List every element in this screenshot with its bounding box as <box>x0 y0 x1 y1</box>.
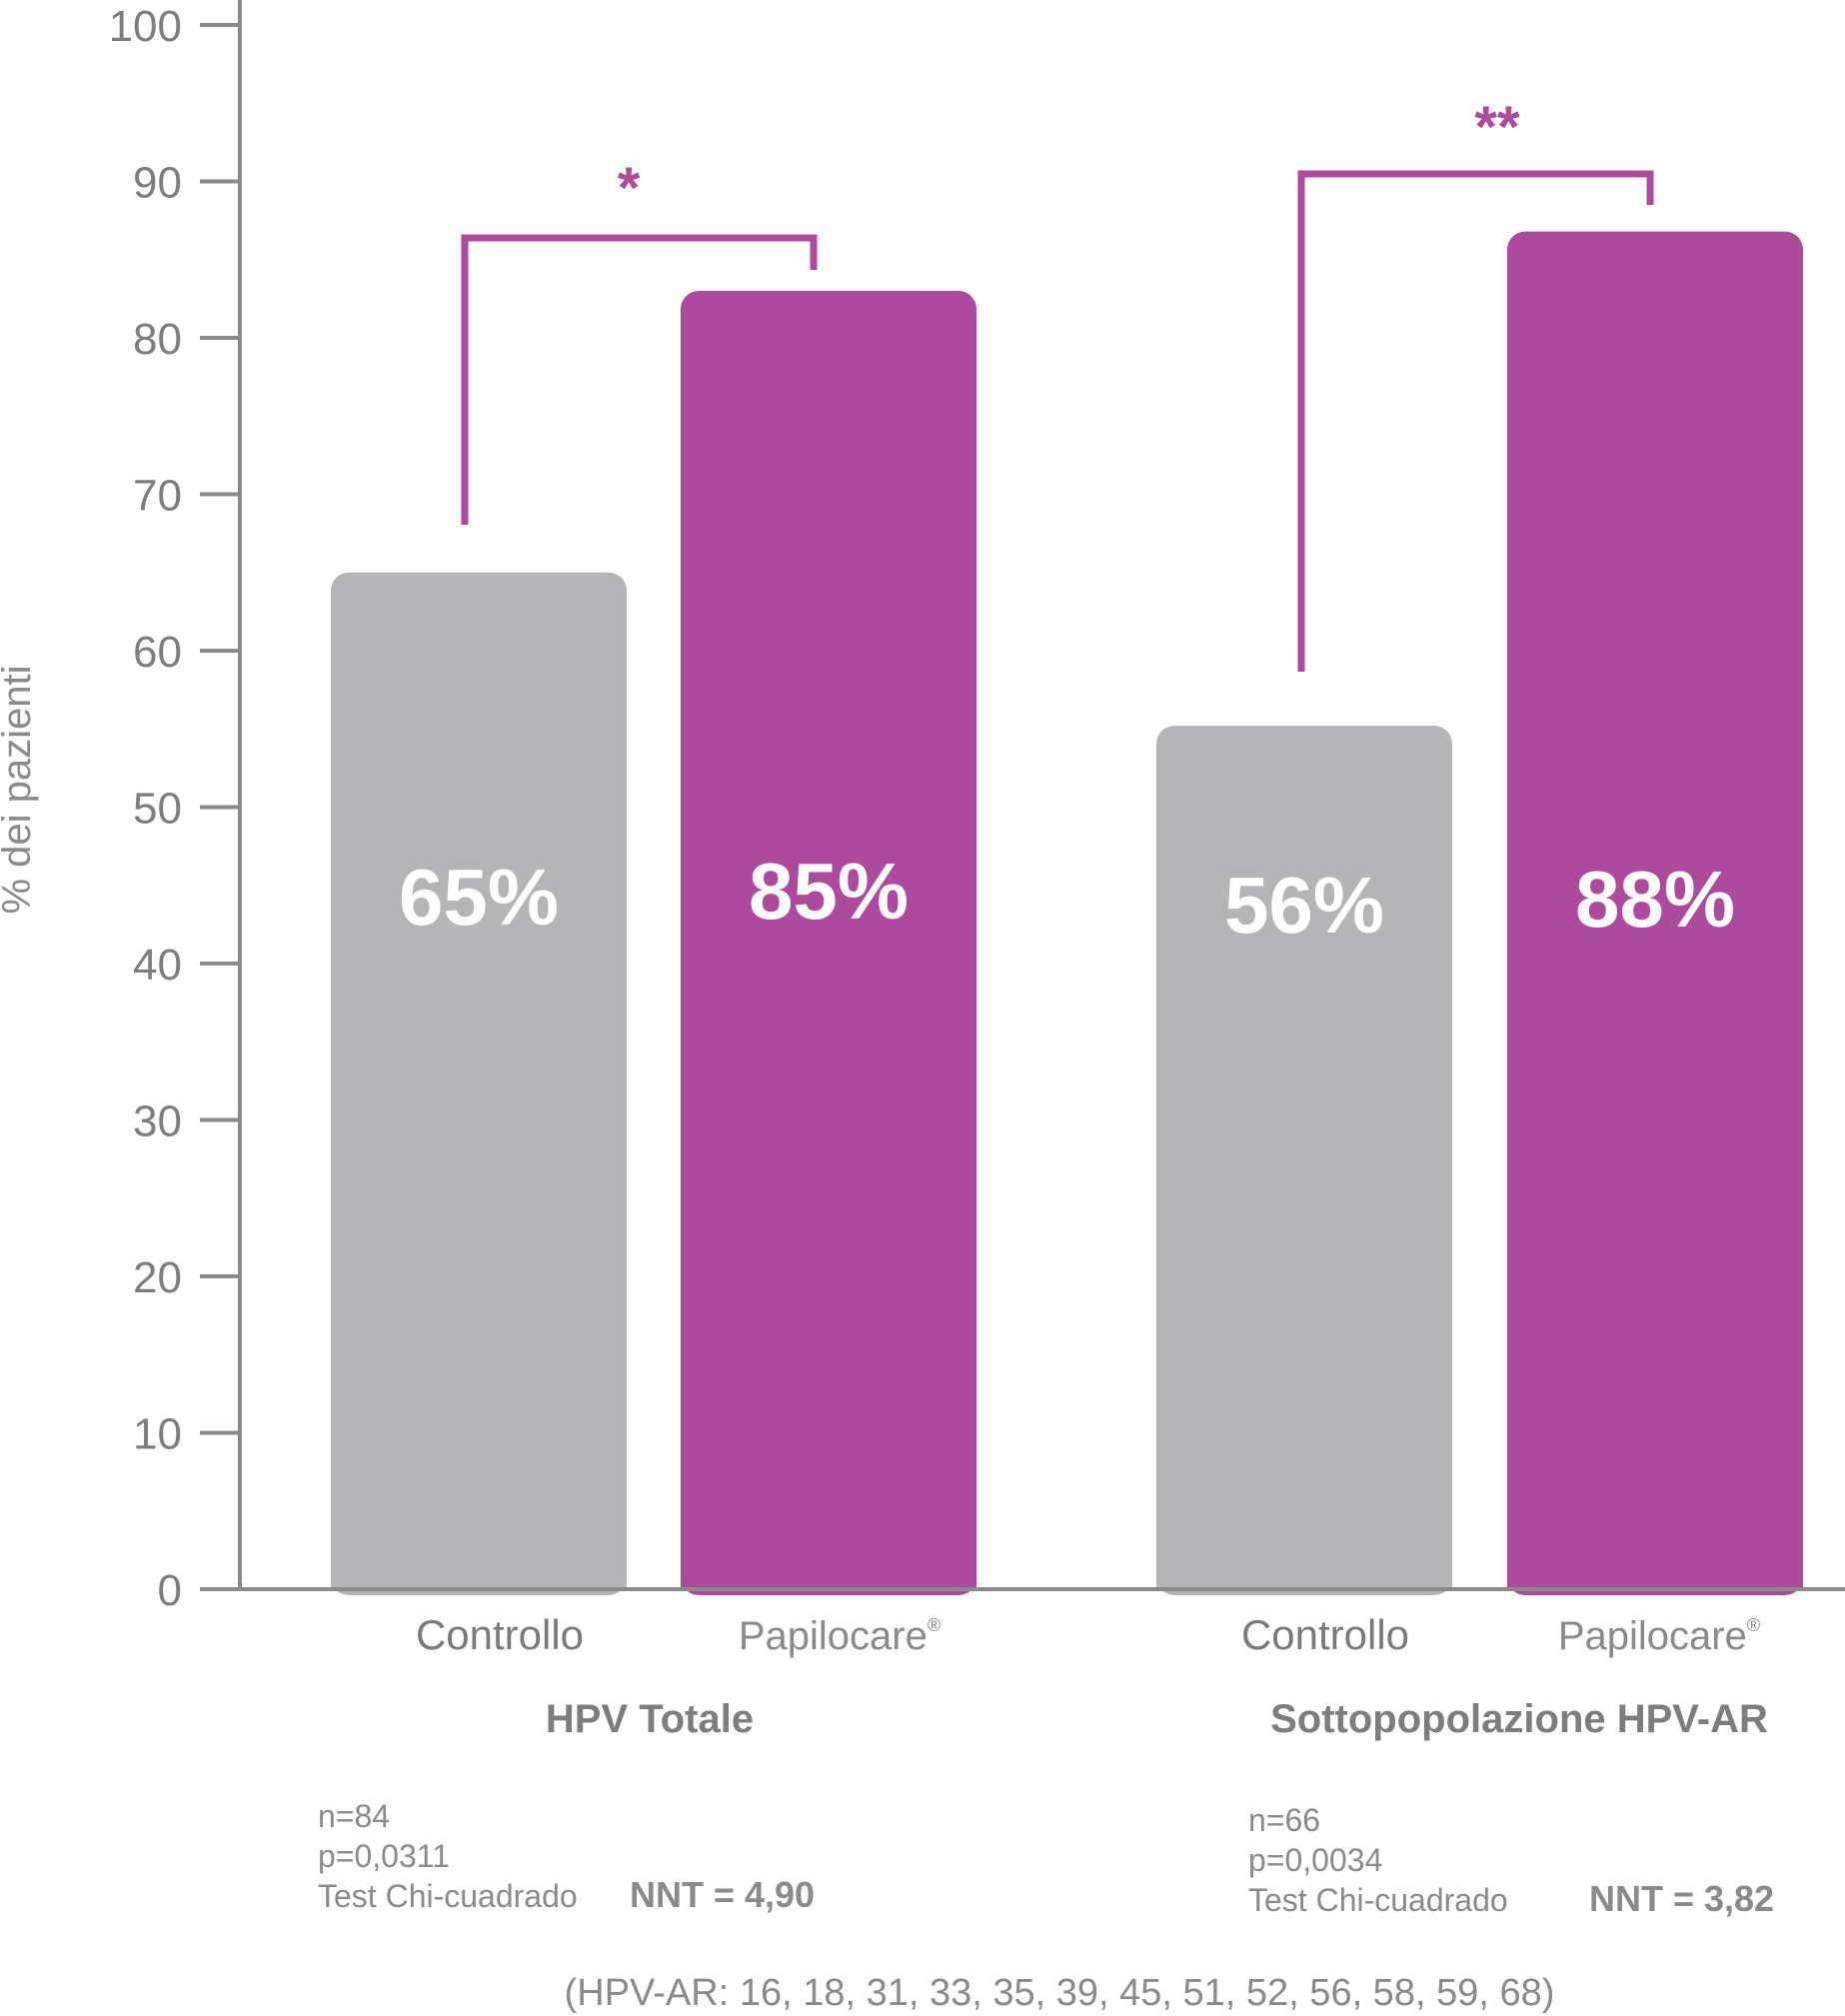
significance-bracket <box>1297 170 1654 672</box>
bar-papilocare <box>681 291 976 1595</box>
registered-mark: ® <box>1747 1615 1760 1635</box>
significance-marker: * <box>618 156 641 221</box>
bar-value-label: 85% <box>749 847 909 936</box>
bar-value-label: 65% <box>399 853 559 942</box>
bar-base <box>331 1569 627 1589</box>
bar-base <box>1156 1569 1452 1589</box>
stat-nnt: NNT = 4,90 <box>630 1874 815 1915</box>
stat-test: Test Chi-cuadrado <box>318 1878 578 1914</box>
y-tick-label: 30 <box>133 1097 182 1146</box>
y-tick-label: 50 <box>133 785 182 834</box>
stats-blocks: n=84 p=0,0311 Test Chi-cuadrado NNT = 4,90 n… <box>318 1798 1774 1919</box>
y-axis-title: % dei pazienti <box>0 665 39 914</box>
significance-bracket <box>461 234 818 525</box>
y-tick-label: 20 <box>133 1253 182 1302</box>
stat-nnt: NNT = 3,82 <box>1589 1878 1774 1919</box>
bar-value-label: 88% <box>1575 855 1735 944</box>
category-label-papilocare: Papilocare® <box>1558 1614 1760 1658</box>
stat-p: p=0,0311 <box>318 1838 450 1874</box>
y-tick-label: 40 <box>133 941 182 990</box>
bar-controllo <box>331 572 627 1595</box>
y-tick-label: 70 <box>133 472 182 521</box>
y-tick-label: 10 <box>133 1410 182 1459</box>
footnote: (HPV-AR: 16, 18, 31, 33, 35, 39, 45, 51,… <box>565 1972 1555 2014</box>
category-label-controllo: Controllo <box>1241 1611 1409 1658</box>
bar-value-label: 56% <box>1224 861 1384 950</box>
y-tick-label: 0 <box>158 1566 182 1615</box>
stat-p: p=0,0034 <box>1248 1842 1382 1878</box>
bar-papilocare <box>1507 231 1803 1596</box>
group-labels: HPV Totale Sottopopolazione HPV-AR <box>546 1697 1768 1741</box>
y-tick-label: 80 <box>133 315 182 364</box>
bar-base <box>1507 1569 1803 1589</box>
group-label: Sottopopolazione HPV-AR <box>1270 1697 1768 1741</box>
significance-marker: ** <box>1474 95 1520 160</box>
group-label: HPV Totale <box>546 1697 754 1741</box>
stat-test: Test Chi-cuadrado <box>1248 1882 1508 1918</box>
category-label-papilocare: Papilocare® <box>739 1614 940 1658</box>
y-tick-label: 60 <box>133 628 182 677</box>
category-label-text: Papilocare <box>739 1614 927 1658</box>
y-tick-label: 90 <box>133 159 182 208</box>
stat-n: n=66 <box>1248 1802 1320 1838</box>
bars: 65% 85% 56% 88% <box>331 231 1803 1596</box>
y-tick-label: 100 <box>109 2 182 51</box>
category-label-text: Papilocare <box>1558 1614 1747 1658</box>
registered-mark: ® <box>927 1615 940 1635</box>
significance-brackets: *** <box>461 95 1654 672</box>
category-labels: Controllo Papilocare® Controllo Papilocare® <box>416 1611 1760 1658</box>
y-axis-ticks: 0 10 20 30 40 50 60 70 80 90 100 <box>109 2 240 1615</box>
bar-base <box>681 1569 976 1589</box>
bar-controllo <box>1156 726 1452 1595</box>
stat-n: n=84 <box>318 1798 390 1834</box>
category-label-controllo: Controllo <box>416 1611 584 1658</box>
